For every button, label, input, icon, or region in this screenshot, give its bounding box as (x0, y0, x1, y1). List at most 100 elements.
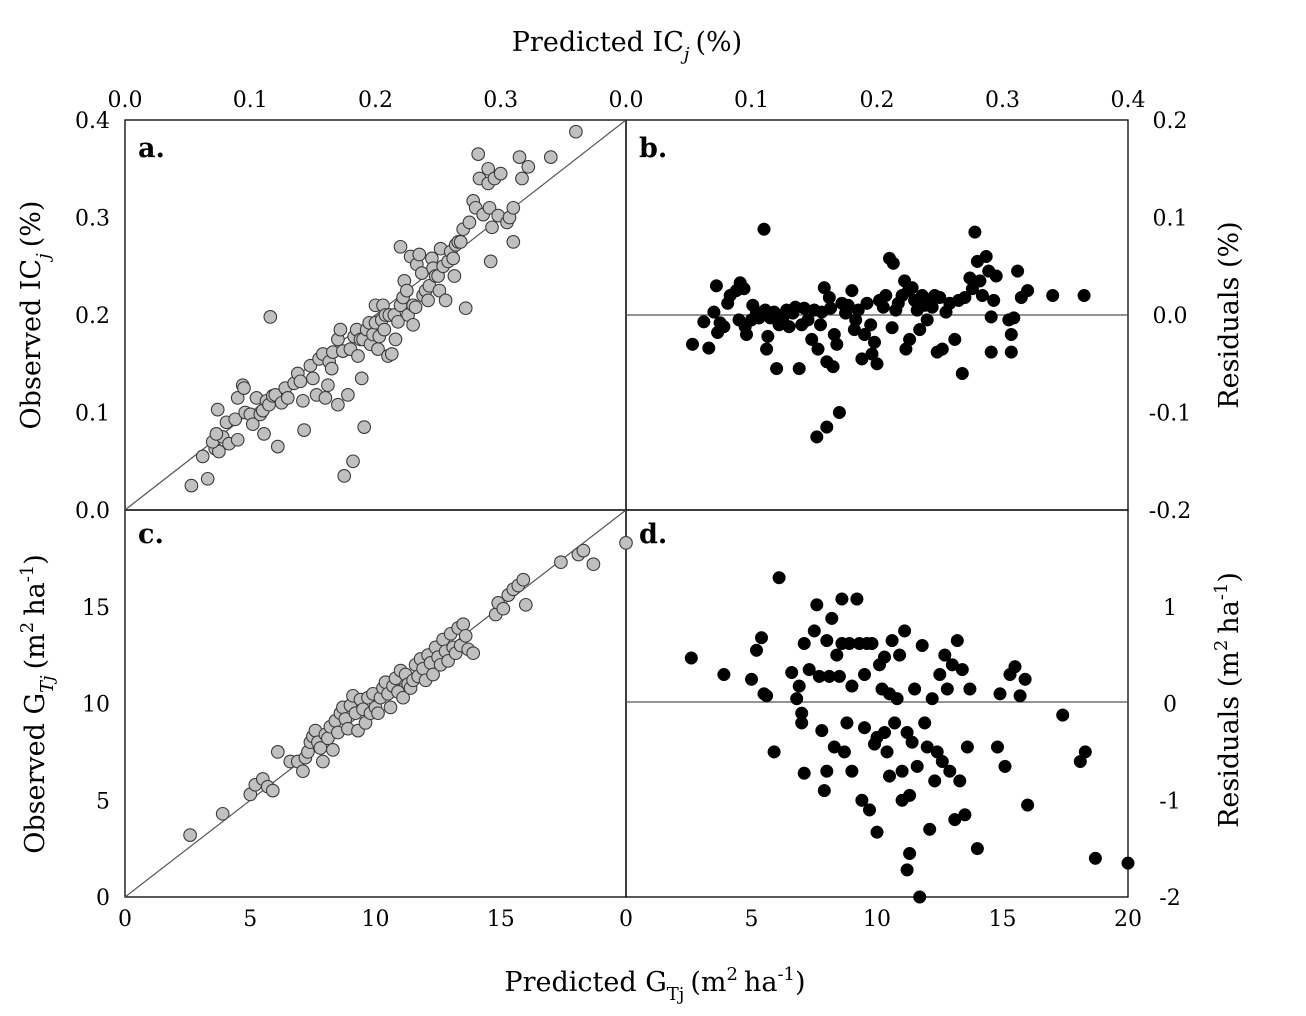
panel-a-y-tick-label: 0.3 (75, 207, 110, 232)
panel-d-label: d. (639, 519, 667, 550)
panel-b-point (870, 357, 884, 371)
panel-c-point (265, 783, 280, 798)
panel-d-point (832, 669, 846, 683)
panel-b-point (968, 225, 982, 239)
panel-b-point (948, 332, 962, 346)
panel-a-points (184, 124, 583, 493)
panel-c-point (326, 743, 340, 757)
panel-b-point (933, 290, 947, 305)
panel-d-point (797, 636, 811, 651)
panel-d-point (888, 716, 902, 730)
panel-d-x-tick-label: 10 (863, 907, 891, 932)
panel-b-point (876, 300, 890, 314)
panel-d-point (928, 774, 942, 788)
panel-a-point (438, 293, 453, 308)
panel-c-y-tick-label: 15 (82, 596, 110, 621)
panel-a-point (346, 454, 360, 469)
right-bottom-y-axis-title: Residuals (m2ha-1) (1211, 572, 1245, 828)
panel-c-point (270, 745, 285, 759)
panel-c-point (215, 806, 230, 821)
panel-b-point (824, 301, 838, 315)
top-x-axis-title: Predicted ICj (%) (512, 27, 742, 65)
panel-b-point (757, 222, 771, 236)
panel-b-point (935, 342, 949, 356)
panel-b-point (770, 362, 784, 376)
panel-d-point (820, 764, 834, 778)
panel-b-point (709, 279, 723, 293)
panel-b-point (1007, 311, 1021, 325)
panel-b-x-tick-label: 0.2 (860, 88, 895, 113)
panel-a-point (293, 374, 308, 389)
panel-d-point (760, 689, 774, 703)
panel-b-point (826, 360, 840, 374)
panel-a-point (482, 200, 497, 215)
panel-b-points (685, 222, 1091, 444)
panel-a-y-tick-label: 0.2 (75, 304, 110, 329)
panel-a-x-tick-label: 0.3 (483, 88, 518, 113)
panel-b-x-tick-label: 0.4 (1111, 88, 1146, 113)
panel-b-point (739, 327, 754, 342)
panel-d-point (960, 740, 974, 754)
panel-d-x-tick-label: 0 (619, 907, 633, 932)
panel-a-point (446, 251, 461, 266)
panel-a-point (391, 314, 405, 329)
panel-a-point (341, 388, 355, 402)
panel-b-point (717, 320, 731, 334)
panel-c-point (466, 646, 481, 661)
panel-a-point (209, 427, 224, 441)
panel-b-point (913, 323, 927, 337)
panel-d-point (790, 692, 804, 706)
panel-d-point (807, 624, 821, 638)
panel-b-point (685, 337, 700, 351)
panel-d-point (900, 863, 914, 877)
panel-d-point (1121, 856, 1135, 870)
panel-d-point (840, 716, 854, 730)
panel-a-point (406, 317, 420, 332)
panel-d-point (865, 636, 879, 651)
right-top-y-axis-title: Residuals (%) (1214, 221, 1245, 408)
panel-a-point (515, 171, 529, 186)
panel-d-point (913, 890, 927, 904)
panel-d-point (943, 764, 957, 778)
panel-b-point (761, 329, 775, 343)
panel-c-y-tick-label: 0 (96, 886, 110, 911)
panel-b-x-tick-label: 0.0 (609, 88, 644, 113)
panel-b-point (801, 313, 815, 327)
panel-a-point (270, 439, 285, 454)
panel-d-point (830, 648, 844, 662)
panel-a-point (393, 239, 408, 254)
panel-c-point (586, 557, 601, 572)
panel-b-point (879, 288, 893, 303)
panel-c-point (316, 754, 330, 769)
panel-b-point (1046, 288, 1060, 303)
panel-b-point (984, 310, 998, 324)
panel-b-point (860, 296, 874, 310)
panel-d-point (857, 721, 872, 735)
panel-c-x-tick-label: 10 (362, 907, 390, 932)
panel-b-point (989, 269, 1003, 283)
panel-a-point (210, 402, 225, 417)
panel-a-point (521, 159, 536, 174)
panel-b-point (737, 282, 751, 296)
panel-d-point (933, 667, 947, 682)
panel-d-point (915, 638, 929, 653)
panel-b-point (955, 366, 969, 381)
panel-d-point (923, 822, 937, 836)
panel-a-point (506, 200, 521, 215)
panel-b-point (820, 420, 834, 434)
panel-d-point (1018, 672, 1032, 686)
panel-a-point (257, 427, 271, 441)
panel-a-point (263, 310, 278, 324)
panel-d-point (963, 682, 977, 696)
panel-c-point (516, 572, 531, 587)
panel-c-point (458, 628, 473, 643)
panel-a-point (399, 283, 414, 298)
tick-labels: 0.0 0.1 0.2 0.30.00.10.20.30.40.0 0.1 0.2 0.3 0… (75, 88, 1191, 932)
panel-b-point (903, 332, 917, 346)
panel-a-y-tick-label: 0.0 (75, 499, 110, 524)
panel-d-point (890, 692, 904, 706)
panel-d-point (845, 764, 859, 778)
panel-a-point (296, 393, 310, 408)
panel-a-point (384, 347, 399, 361)
